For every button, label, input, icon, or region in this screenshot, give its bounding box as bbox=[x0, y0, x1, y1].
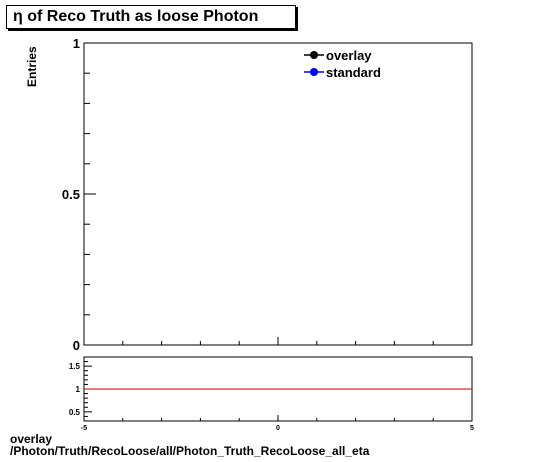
ratio-y-tick-label: 1 bbox=[76, 385, 81, 394]
legend-standard-marker bbox=[310, 68, 318, 76]
ratio-y-tick-label: 0.5 bbox=[69, 408, 81, 417]
legend-standard-label: standard bbox=[326, 65, 381, 80]
main-y-axis: 00.51 bbox=[62, 36, 96, 353]
ratio-x-tick-label: 0 bbox=[276, 425, 280, 432]
ratio-y-tick-label: 1.5 bbox=[69, 362, 81, 371]
ratio-x-tick-label: -5 bbox=[81, 425, 87, 432]
ratio-x-axis: -5 0 5 bbox=[81, 415, 474, 432]
legend-overlay-marker bbox=[310, 51, 318, 59]
main-y-tick-label: 1 bbox=[73, 36, 80, 51]
chart-title: η of Reco Truth as loose Photon bbox=[6, 5, 296, 29]
footer: overlay /Photon/Truth/RecoLoose/all/Phot… bbox=[10, 433, 369, 457]
main-plot-frame bbox=[83, 42, 473, 346]
footer-line2: /Photon/Truth/RecoLoose/all/Photon_Truth… bbox=[10, 444, 370, 458]
ratio-x-tick-label: 5 bbox=[470, 425, 474, 432]
footer-line1: overlay bbox=[10, 432, 53, 446]
legend: overlay standard bbox=[304, 48, 381, 80]
main-y-tick-label: 0.5 bbox=[62, 187, 80, 202]
y-axis-label: Entries bbox=[25, 46, 39, 87]
legend-overlay-label: overlay bbox=[326, 48, 372, 63]
main-x-axis bbox=[83, 337, 473, 345]
main-y-tick-label: 0 bbox=[73, 338, 80, 353]
